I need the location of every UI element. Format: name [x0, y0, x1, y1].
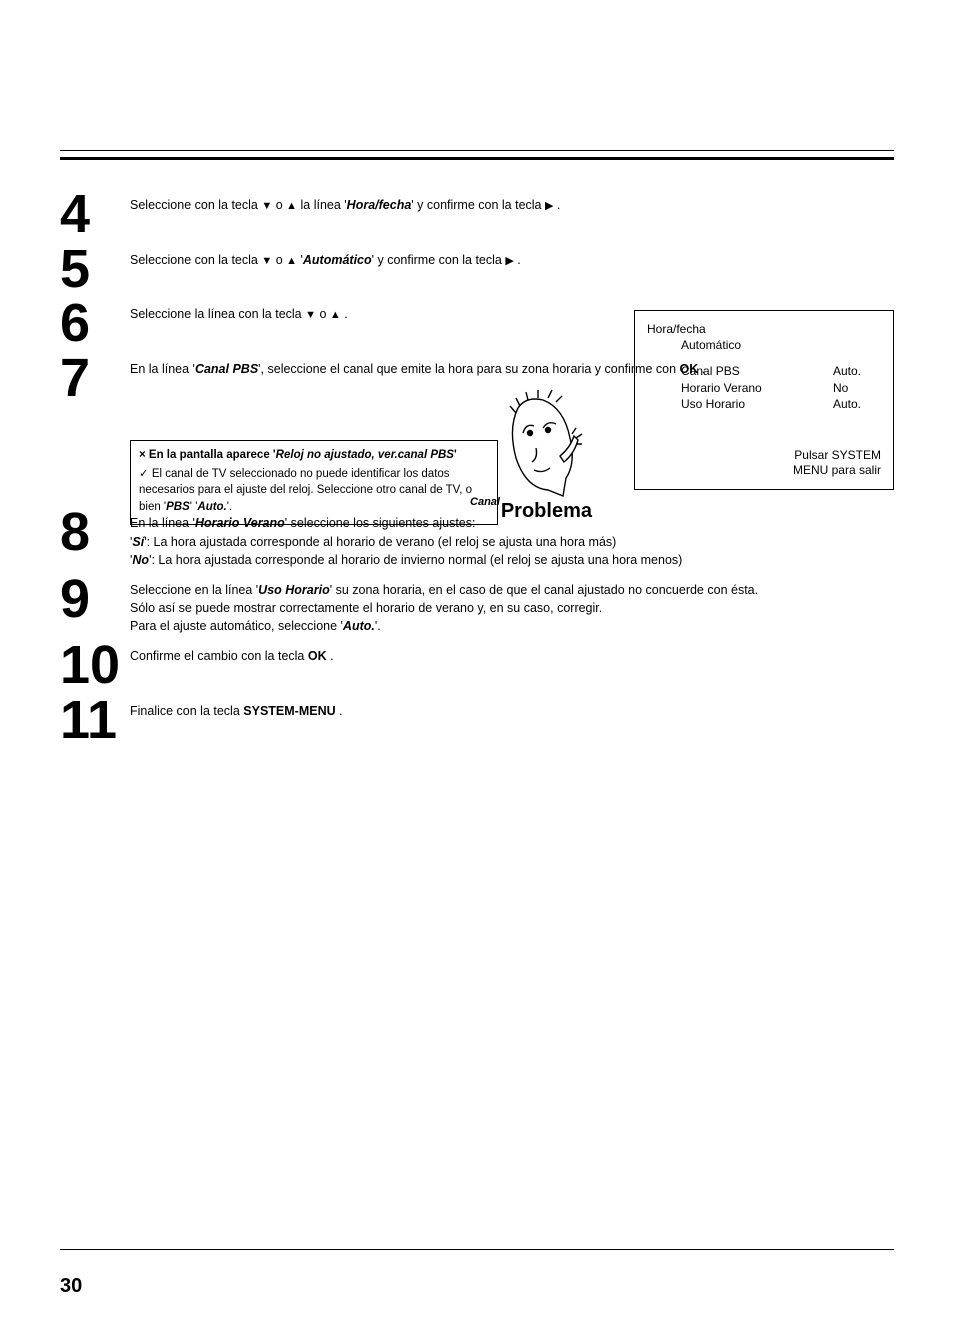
footer-rule	[60, 1249, 894, 1250]
step-body: Seleccione con la tecla ▼ o ▲ la línea '…	[130, 190, 894, 215]
arrow-icon: ▲	[286, 255, 297, 267]
step-5: 5Seleccione con la tecla ▼ o ▲ 'Automáti…	[60, 245, 894, 294]
problem-line1-suffix: '	[454, 449, 457, 461]
menu-term: Canal PBS	[195, 362, 258, 376]
arrow-icon: ▲	[330, 309, 341, 321]
problem-line1-ital: Reloj no ajustado, ver.canal PBS	[276, 449, 454, 461]
osd-row: Canal PBS Auto.	[681, 363, 881, 379]
problem-line2-ital: Auto.	[197, 501, 226, 513]
arrow-icon: ▶	[505, 255, 513, 267]
osd-row-label: Horario Verano	[681, 380, 762, 396]
arrow-icon: ▶	[545, 200, 553, 212]
arrow-icon: ▼	[305, 309, 316, 321]
osd-footer2: MENU para salir	[793, 463, 881, 479]
step-9: 9Seleccione en la línea 'Uso Horario' su…	[60, 575, 894, 635]
problem-line1-prefix: En la pantalla aparece '	[149, 449, 276, 461]
step-number: 4	[60, 190, 130, 239]
osd-row-value: Auto.	[833, 396, 881, 412]
osd-row: Horario Verano No	[681, 380, 881, 396]
osd-row-value: Auto.	[833, 363, 881, 379]
step-body: Seleccione con la tecla ▼ o ▲ 'Automátic…	[130, 245, 894, 270]
problem-area: Canal Problema × En la pantalla aparece …	[130, 440, 590, 525]
step-number: 10	[60, 641, 130, 690]
osd-row-value: No	[833, 380, 881, 396]
key-name: SYSTEM-MENU	[243, 704, 335, 718]
menu-term: Automático	[303, 253, 372, 267]
arrow-icon: ▲	[286, 200, 297, 212]
arrow-icon: ▼	[261, 200, 272, 212]
header-thick-rule	[60, 157, 894, 160]
step-11: 11Finalice con la tecla SYSTEM-MENU .	[60, 696, 894, 745]
step-body: Confirme el cambio con la tecla OK .	[130, 641, 894, 665]
step-number: 7	[60, 354, 130, 403]
osd-row: Uso Horario Auto.	[681, 396, 881, 412]
step-number: 9	[60, 575, 130, 624]
step-number: 11	[60, 696, 130, 745]
step-number: 6	[60, 299, 130, 348]
menu-term: Sí	[132, 535, 144, 549]
osd-row-label: Canal PBS	[681, 363, 740, 379]
problem-box: × En la pantalla aparece 'Reloj no ajust…	[130, 440, 498, 525]
step-number: 8	[60, 508, 130, 557]
menu-term: No	[132, 553, 149, 567]
problem-line2-suffix2: '.	[227, 501, 232, 513]
page-number: 30	[60, 1275, 82, 1298]
step-body: Finalice con la tecla SYSTEM-MENU .	[130, 696, 894, 720]
arrow-icon: ▼	[261, 255, 272, 267]
osd-row-label: Uso Horario	[681, 396, 745, 412]
problem-title: Problema	[501, 500, 592, 523]
key-name: OK	[308, 649, 327, 663]
step-10: 10Confirme el cambio con la tecla OK .	[60, 641, 894, 690]
problem-line2-ital2: PBS	[166, 501, 190, 513]
header-thin-rule	[60, 150, 894, 151]
osd-footer1: Pulsar SYSTEM	[793, 448, 881, 464]
face-illustration	[498, 378, 584, 498]
step-number: 5	[60, 245, 130, 294]
osd-title1: Hora/fecha	[647, 321, 881, 337]
canal-label: Canal	[470, 496, 500, 508]
osd-title2: Automático	[681, 337, 881, 353]
step-body: Seleccione en la línea 'Uso Horario' su …	[130, 575, 894, 635]
osd-panel: Hora/fecha Automático Canal PBSAuto.Hora…	[634, 310, 894, 490]
menu-term: Uso Horario	[258, 583, 330, 597]
step-4: 4Seleccione con la tecla ▼ o ▲ la línea …	[60, 190, 894, 239]
menu-term: Auto.	[343, 619, 375, 633]
menu-term: Hora/fecha	[347, 198, 412, 212]
